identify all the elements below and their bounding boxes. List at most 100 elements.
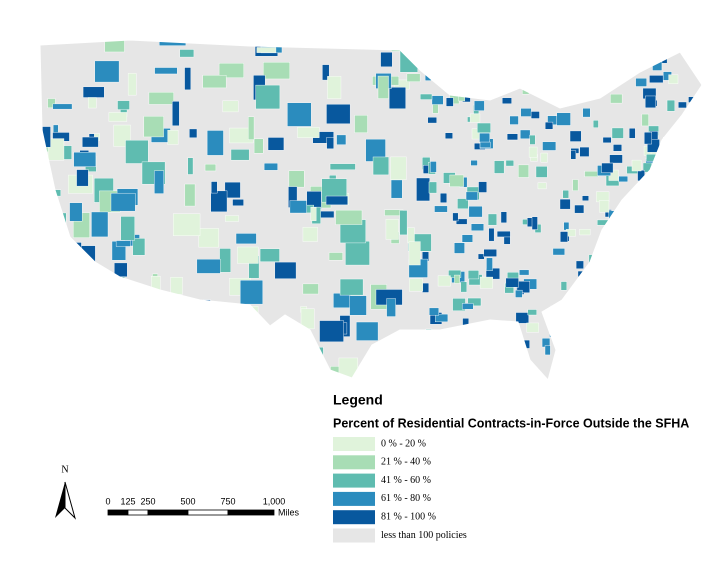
county xyxy=(256,47,277,53)
county xyxy=(486,335,493,343)
county xyxy=(465,191,478,201)
county xyxy=(678,141,688,151)
county xyxy=(545,381,557,389)
county xyxy=(69,202,83,222)
county xyxy=(619,350,626,363)
county xyxy=(670,322,683,329)
county xyxy=(679,265,689,278)
county xyxy=(263,62,291,80)
county xyxy=(520,108,532,117)
county xyxy=(609,154,623,164)
county xyxy=(497,335,506,347)
county xyxy=(41,326,53,343)
county xyxy=(658,50,668,64)
county xyxy=(218,62,244,78)
county xyxy=(437,275,451,287)
legend-label: 21 % - 40 % xyxy=(381,457,431,468)
county xyxy=(701,218,702,225)
county xyxy=(457,198,469,209)
county xyxy=(556,112,571,126)
county xyxy=(108,315,125,329)
county xyxy=(259,248,280,262)
county xyxy=(526,46,538,54)
scale-label: 500 xyxy=(180,496,195,506)
county xyxy=(505,160,514,167)
county xyxy=(559,198,571,210)
county xyxy=(248,116,255,140)
county xyxy=(325,195,348,206)
county xyxy=(491,40,505,51)
county xyxy=(390,156,407,180)
county xyxy=(688,105,701,113)
county xyxy=(635,277,650,285)
county xyxy=(180,333,195,352)
county xyxy=(419,370,430,377)
county xyxy=(401,368,410,380)
county xyxy=(683,150,697,160)
county xyxy=(665,47,672,54)
county xyxy=(635,262,649,275)
county xyxy=(670,309,678,320)
county xyxy=(658,161,668,170)
county xyxy=(599,200,610,213)
county xyxy=(196,258,221,274)
county xyxy=(579,228,591,236)
county xyxy=(632,281,648,287)
county xyxy=(82,86,105,98)
county xyxy=(91,211,109,238)
county xyxy=(478,181,487,193)
county xyxy=(492,359,505,369)
county xyxy=(143,116,164,138)
county xyxy=(88,97,97,109)
county xyxy=(454,242,465,254)
us-outline xyxy=(39,39,703,382)
county xyxy=(663,137,676,144)
county xyxy=(601,162,614,173)
county xyxy=(170,277,183,295)
county xyxy=(589,314,604,325)
county xyxy=(435,313,449,323)
county xyxy=(591,368,601,377)
county xyxy=(110,192,136,212)
county xyxy=(488,228,495,242)
county xyxy=(202,75,227,89)
county xyxy=(602,261,617,269)
county xyxy=(462,303,474,310)
scale-label: 750 xyxy=(220,496,235,506)
county xyxy=(667,172,679,183)
county xyxy=(680,311,693,319)
county xyxy=(263,162,278,171)
county xyxy=(224,215,239,222)
county xyxy=(557,303,564,317)
county xyxy=(66,364,75,376)
county xyxy=(338,357,358,379)
county xyxy=(232,199,244,206)
county xyxy=(482,348,492,355)
county xyxy=(437,360,444,374)
county xyxy=(669,267,683,278)
county xyxy=(650,334,665,345)
county xyxy=(326,104,351,124)
us-map xyxy=(40,40,702,389)
county xyxy=(430,161,437,173)
county xyxy=(120,216,135,241)
county xyxy=(154,67,178,75)
county xyxy=(416,177,430,202)
county xyxy=(575,80,582,90)
county xyxy=(261,328,275,336)
county xyxy=(43,265,68,288)
north-arrow-left xyxy=(55,482,65,518)
county xyxy=(189,128,198,138)
county xyxy=(47,138,65,161)
county xyxy=(385,219,399,240)
county xyxy=(515,312,529,324)
county xyxy=(387,343,399,368)
county xyxy=(437,60,453,70)
county xyxy=(206,130,224,156)
county xyxy=(500,211,507,224)
county xyxy=(560,281,568,291)
county xyxy=(565,329,578,339)
county xyxy=(657,364,665,373)
county xyxy=(445,97,454,107)
